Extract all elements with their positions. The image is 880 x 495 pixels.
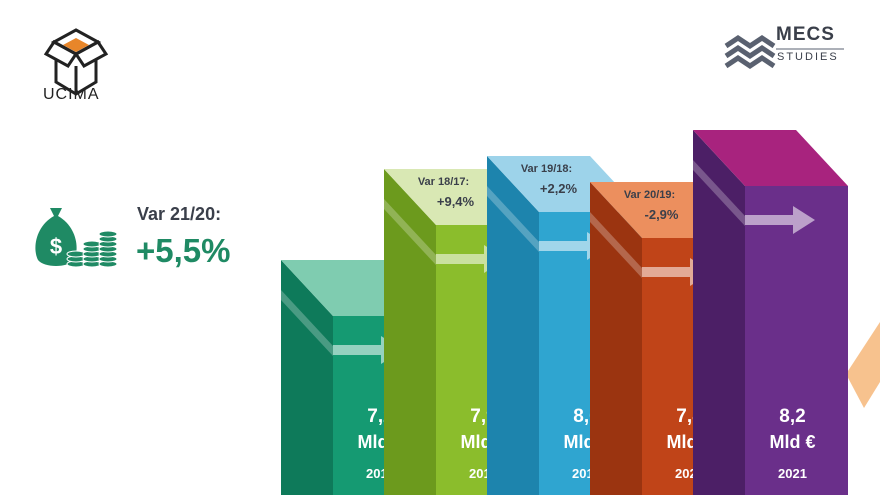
bar-stripe-2021 [693, 160, 745, 226]
bar-stripe-2020 [590, 212, 642, 278]
variation-label-2019: Var 19/18: [521, 163, 572, 175]
bar-top-2021 [693, 130, 848, 186]
money-bag-coins-icon: $ [35, 208, 118, 268]
variation-value-2020: -2,9% [645, 207, 679, 222]
mecs-logo-subtitle: STUDIES [777, 51, 839, 63]
svg-text:$: $ [50, 234, 62, 259]
unit-label-2021: Mld € [769, 432, 815, 452]
value-label-2021: 8,2 [779, 406, 805, 427]
bar-stripe-2018 [384, 199, 436, 265]
bar-stripe-2017 [281, 290, 333, 356]
bar-arrow-2021 [745, 206, 815, 234]
variation-label-2020: Var 20/19: [624, 189, 675, 201]
mecs-logo-title: MECS [776, 24, 835, 45]
bar-side-2020 [590, 182, 642, 495]
mecs-waves-icon [724, 34, 844, 70]
decorative-orange-shape [846, 322, 880, 408]
year-label-2021: 2021 [778, 466, 807, 481]
bar-stripe-2019 [487, 186, 539, 252]
highlight-variation-value: +5,5% [136, 232, 231, 269]
highlight-variation-label: Var 21/20: [137, 204, 222, 224]
variation-label-2018: Var 18/17: [418, 176, 469, 188]
bar-2021 [745, 186, 848, 495]
bar-side-2021 [693, 130, 745, 495]
bar-side-2017 [281, 260, 333, 495]
bar-side-2018 [384, 169, 436, 495]
bar-side-2019 [487, 156, 539, 495]
ucima-box-icon [43, 28, 109, 96]
variation-value-2019: +2,2% [540, 181, 578, 196]
ucima-logo-text: UCIMA [43, 86, 100, 103]
variation-value-2018: +9,4% [437, 194, 475, 209]
